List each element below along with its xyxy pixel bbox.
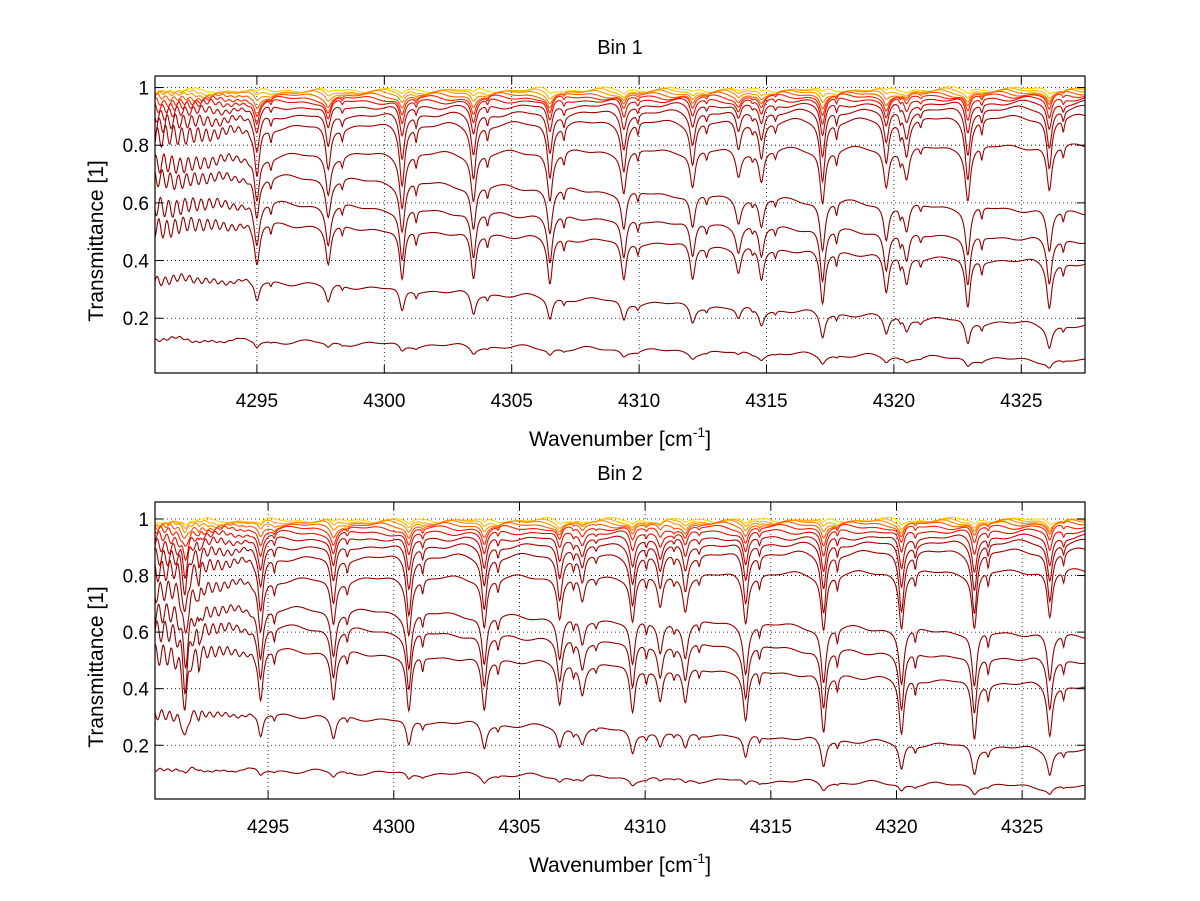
- bin-2-ticks: 4295 4300 4305 4310 4315 4320 4325 0.2 0.4 0.6 0.8…: [123, 502, 1085, 838]
- bin-2-series-7: [155, 533, 1085, 579]
- bin-1-ticks: 4295 4300 4305 4310 4315 4320 4325 0.2 0.4 0.6 0.8…: [123, 76, 1085, 412]
- bin-1-xlabel: Wavenumber [cm-1]: [529, 424, 711, 451]
- bin-2-xtick-label: 4295: [247, 817, 289, 838]
- bin-1-title: Bin 1: [597, 37, 643, 59]
- bin-1-grid: [155, 76, 1085, 373]
- bin-1-xtick-label: 4300: [363, 391, 405, 412]
- bin-1-series-9: [155, 113, 1085, 188]
- bin-1-series-7: [155, 99, 1085, 137]
- bin-1-series-11: [155, 168, 1085, 256]
- bin-1-ytick-label: 1: [138, 79, 149, 100]
- bin-2-panel: Bin 2 4295 4300 4305 4310 4315 4320 4325 0.2 0.4…: [85, 463, 1086, 877]
- bin-2-series-11: [155, 603, 1085, 687]
- bin-1-curves: [155, 86, 1085, 369]
- bin-2-title: Bin 2: [597, 463, 643, 485]
- bin-2-xtick-label: 4325: [1001, 817, 1043, 838]
- bin-1-xtick-label: 4310: [618, 391, 660, 412]
- bin-2-ytick-label: 1: [138, 510, 149, 531]
- bin-1-ytick-label: 0.2: [123, 309, 149, 330]
- bin-2-xtick-label: 4315: [750, 817, 792, 838]
- bin-2-ytick-label: 0.2: [123, 736, 149, 757]
- bin-1-xtick-label: 4325: [1000, 391, 1042, 412]
- bin-2-ytick-label: 0.6: [123, 623, 149, 644]
- bin-2-xtick-label: 4305: [498, 817, 540, 838]
- bin-2-ytick-label: 0.8: [123, 567, 149, 588]
- bin-1-series-15: [155, 335, 1085, 369]
- bin-1-series-4: [155, 90, 1085, 110]
- bin-2-series-9: [155, 547, 1085, 618]
- bin-1-xtick-label: 4295: [236, 391, 278, 412]
- bin-1-ytick-label: 0.6: [123, 194, 149, 215]
- bin-2-series-8: [155, 538, 1085, 597]
- bin-2-ylabel: Transmittance [1]: [85, 586, 108, 747]
- bin-1-series-5: [155, 93, 1085, 117]
- bin-1-series-6: [155, 95, 1085, 126]
- bin-1-xtick-label: 4315: [745, 391, 787, 412]
- bin-1-series-3: [155, 88, 1085, 105]
- bin-1-ylabel: Transmittance [1]: [85, 160, 108, 321]
- bin-2-series-15: [155, 766, 1085, 796]
- bin-2-series-10: [155, 568, 1085, 638]
- bin-1-ytick-label: 0.8: [123, 136, 149, 157]
- bin-1-series-8: [155, 104, 1085, 161]
- bin-2-series-4: [155, 520, 1085, 540]
- bin-1-series-14: [155, 273, 1085, 350]
- bin-2-xlabel: Wavenumber [cm-1]: [529, 850, 711, 877]
- bin-2-ytick-label: 0.4: [123, 680, 150, 701]
- bin-2-series-5: [155, 523, 1085, 547]
- bin-2-series-12: [155, 619, 1085, 714]
- bin-1-ytick-label: 0.4: [123, 252, 150, 273]
- bin-1-series-10: [155, 143, 1085, 211]
- bin-2-series-3: [155, 518, 1085, 534]
- bin-1-panel: Bin 1 4295 4300 4305 4310 4315 4320 4325 0.2 0.4…: [85, 37, 1086, 451]
- bin-2-series-6: [155, 528, 1085, 562]
- bin-1-series-12: [155, 196, 1085, 286]
- bin-1-series-13: [155, 216, 1085, 310]
- bin-2-curves: [155, 516, 1085, 796]
- bin-1-xtick-label: 4320: [873, 391, 915, 412]
- bin-1-xtick-label: 4305: [491, 391, 533, 412]
- bin-2-xtick-label: 4310: [624, 817, 666, 838]
- bin-2-xtick-label: 4320: [875, 817, 917, 838]
- bin-2-series-13: [155, 644, 1085, 740]
- bin-1-axes-frame: [154, 75, 1086, 374]
- bin-2-axes-frame: [154, 501, 1086, 800]
- bin-2-series-14: [155, 708, 1085, 777]
- bin-2-xtick-label: 4300: [373, 817, 415, 838]
